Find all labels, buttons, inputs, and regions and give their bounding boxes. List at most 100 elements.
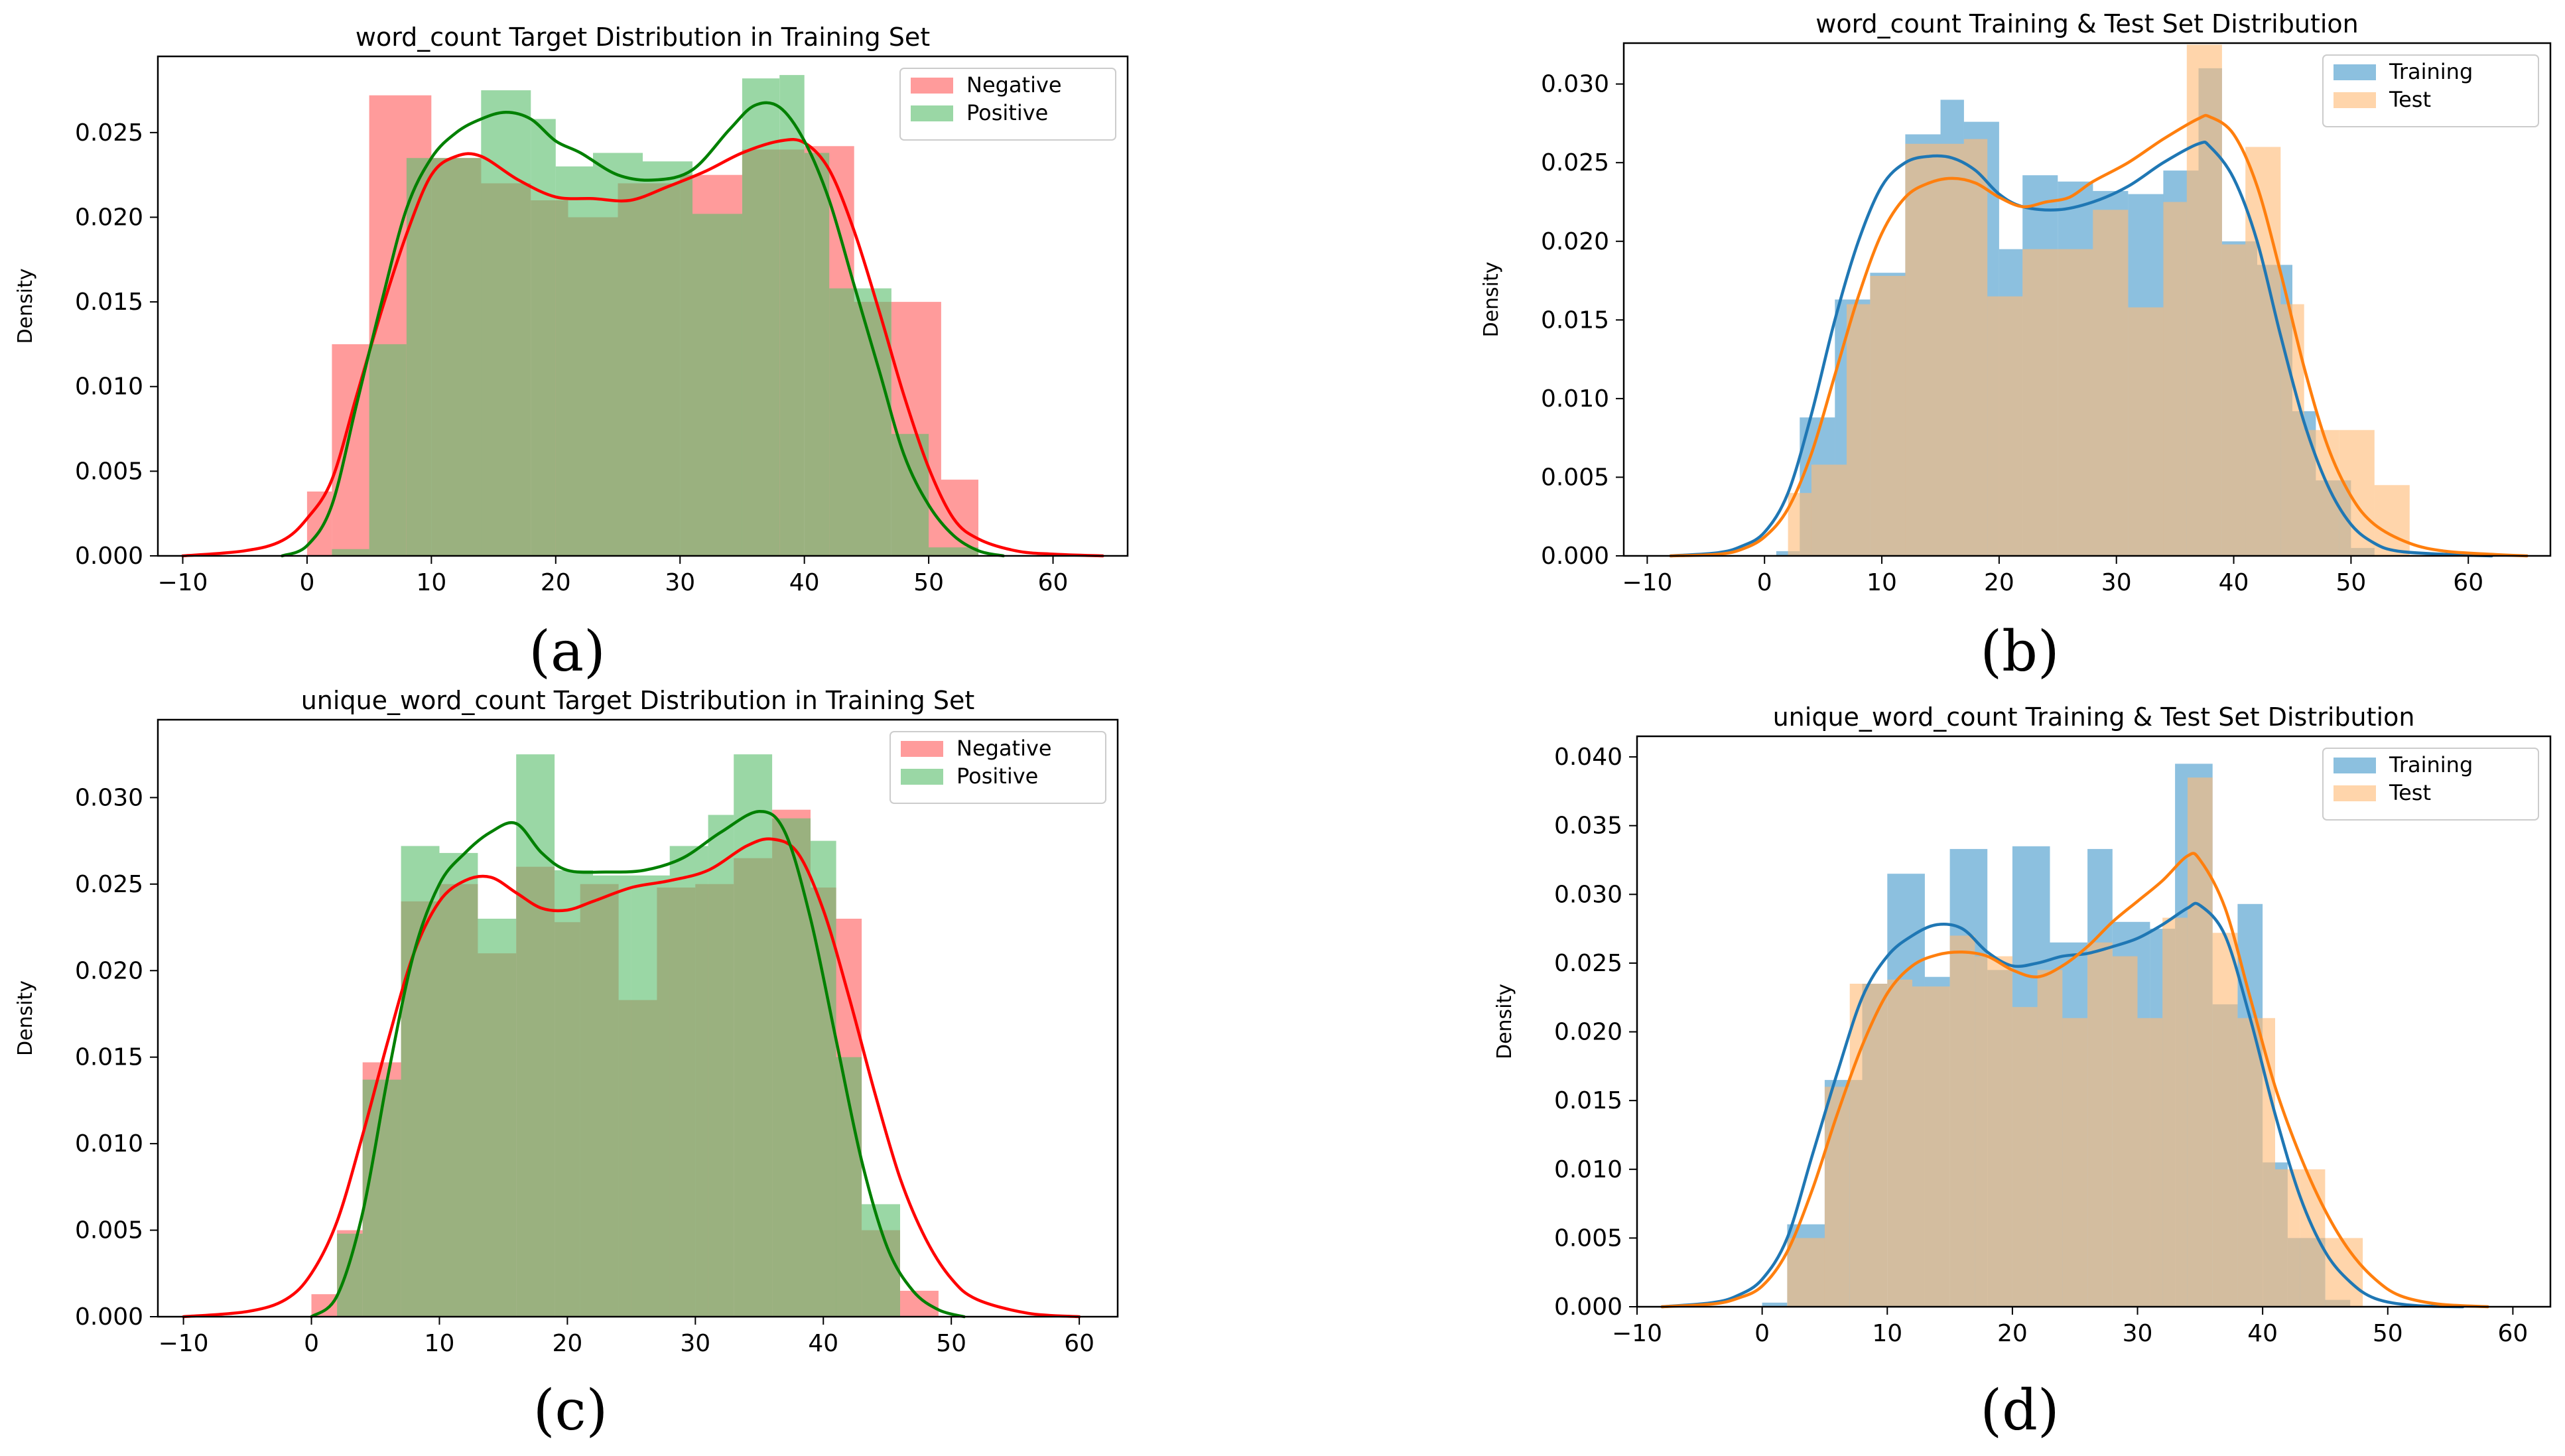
- hist-bar: [1870, 275, 1906, 556]
- hist-bar: [2325, 1238, 2363, 1307]
- legend-swatch: [2334, 785, 2376, 801]
- legend-entry: Training: [2389, 59, 2473, 84]
- axes-frame: [157, 55, 1129, 557]
- y-tick-label: 0.010: [1541, 385, 1609, 413]
- y-tick-label: 0.015: [75, 289, 143, 316]
- hist-bar: [900, 1290, 939, 1317]
- y-tick-label: 0.030: [1554, 881, 1622, 908]
- hist-bar: [555, 166, 593, 556]
- y-tick-label: 0.040: [1554, 744, 1622, 771]
- panel-a-word-count-target: −10 0 10 20 30 40 50 60 0.000 0.005 0.010 0.015 0.02…: [14, 23, 1129, 596]
- x-tick-label: 30: [2101, 569, 2132, 596]
- y-axis-label: Density: [14, 980, 37, 1056]
- y-tick-label: 0.030: [1541, 71, 1609, 98]
- legend-swatch: [901, 741, 943, 757]
- x-tick-label: 0: [299, 569, 314, 596]
- hist-bar: [481, 90, 531, 557]
- hist-bar: [2280, 304, 2304, 556]
- hist-bar: [1787, 1238, 1825, 1307]
- y-tick-label: 0.020: [1541, 228, 1609, 255]
- panel-label-b: (b): [1980, 619, 2059, 684]
- hist-bar: [2300, 1169, 2326, 1307]
- legend-swatch: [2334, 92, 2376, 108]
- panel-label-c: (c): [533, 1378, 608, 1443]
- hist-bar: [2012, 1007, 2038, 1307]
- legend: Training Test: [2322, 54, 2539, 127]
- legend-box: [2322, 54, 2539, 127]
- y-tick-label: 0.000: [75, 543, 143, 570]
- legend-entry: Test: [2389, 780, 2431, 805]
- y-tick-label: 0.020: [1554, 1019, 1622, 1046]
- y-tick-label: 0.010: [1554, 1156, 1622, 1183]
- x-tick-label: 40: [808, 1330, 838, 1357]
- y-tick-label: 0.010: [75, 1130, 143, 1158]
- legend-entry: Training: [2389, 752, 2473, 777]
- hist-bar: [2339, 430, 2375, 556]
- panel-c-unique-word-count-target: −10 0 10 20 30 40 50 60 0.000 0.005 0.010 0.015 0.02…: [14, 686, 1119, 1357]
- hist-bar: [369, 344, 407, 556]
- x-tick-label: 0: [304, 1330, 319, 1357]
- hist-bar: [1963, 139, 1988, 557]
- x-tick-label: 20: [541, 569, 571, 596]
- y-tick-label: 0.005: [75, 1217, 143, 1244]
- hist-bar: [2188, 777, 2213, 1307]
- x-tick-label: 10: [416, 569, 446, 596]
- y-tick-label: 0.025: [1541, 149, 1609, 176]
- legend-box: [2322, 748, 2539, 821]
- y-axis-label: Density: [1493, 984, 1516, 1059]
- hist-bar: [516, 754, 555, 1317]
- hist-bar: [406, 158, 482, 556]
- y-tick-label: 0.015: [1541, 306, 1609, 334]
- hist-bar: [692, 214, 742, 556]
- x-tick-label: 20: [1984, 569, 2014, 596]
- hist-bar: [708, 815, 734, 1317]
- hist-bar: [2112, 956, 2138, 1307]
- y-tick-label: 0.005: [1541, 464, 1609, 491]
- y-tick-label: 0.015: [1554, 1087, 1622, 1114]
- hist-bar: [804, 153, 830, 556]
- x-tick-label: −10: [159, 1330, 209, 1357]
- hist-bar: [742, 78, 780, 556]
- y-tick-label: 0.005: [1554, 1224, 1622, 1252]
- hist-bar: [2245, 147, 2281, 556]
- hist-bar: [555, 870, 593, 1317]
- x-tick-label: 50: [913, 569, 944, 596]
- x-tick-label: 0: [1754, 1320, 1770, 1347]
- kde-curve: [1669, 113, 2529, 558]
- y-tick-label: 0.010: [75, 373, 143, 401]
- y-tick-label: 0.020: [75, 957, 143, 984]
- kde-curve: [1660, 901, 2465, 1309]
- axes-frame: [1622, 42, 2552, 557]
- hist-bar: [2212, 933, 2238, 1307]
- hist-bar: [941, 480, 978, 556]
- x-tick-label: 20: [552, 1330, 582, 1357]
- axes-frame: [157, 718, 1119, 1318]
- legend-entry: Positive: [966, 100, 1048, 125]
- hist-bar: [669, 846, 708, 1317]
- x-tick-label: 50: [2373, 1320, 2403, 1347]
- hist-bar: [311, 1294, 338, 1317]
- hist-bar: [2062, 1018, 2087, 1307]
- hist-bar: [593, 153, 643, 556]
- x-tick-label: 30: [680, 1330, 710, 1357]
- hist-bar: [1905, 143, 1941, 557]
- x-tick-label: −10: [157, 569, 208, 596]
- kde-curve: [310, 810, 966, 1319]
- x-tick-label: 60: [2498, 1320, 2529, 1347]
- x-tick-label: 50: [936, 1330, 966, 1357]
- hist-bar: [478, 919, 517, 1317]
- hist-bar: [2275, 1169, 2300, 1307]
- y-tick-label: 0.035: [1554, 813, 1622, 840]
- kde-curve: [182, 837, 1081, 1319]
- x-tick-label: 10: [1867, 569, 1897, 596]
- hist-bar: [593, 875, 631, 1317]
- hist-bar: [2374, 485, 2410, 556]
- legend-box: [899, 68, 1116, 141]
- legend: Training Test: [2322, 748, 2539, 821]
- hist-bar: [1940, 143, 1964, 557]
- y-tick-label: 0.020: [75, 204, 143, 231]
- hist-bar: [1849, 984, 1888, 1307]
- hist-bar: [1887, 979, 1912, 1307]
